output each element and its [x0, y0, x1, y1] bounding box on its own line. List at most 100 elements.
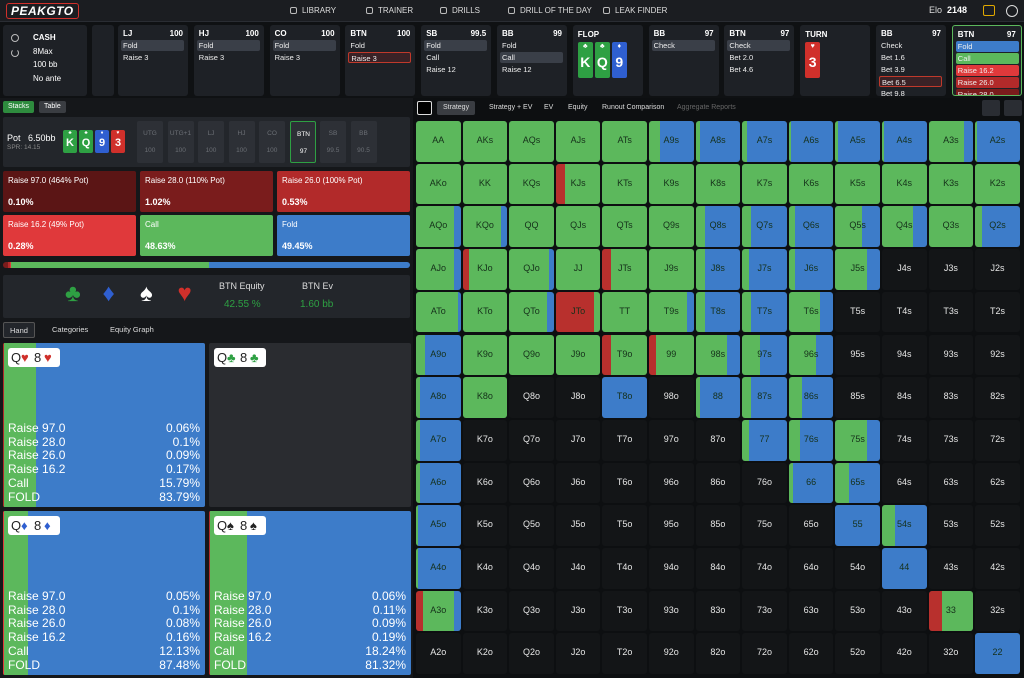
hand-cell[interactable]: J8s [695, 249, 741, 290]
action-column[interactable]: BB 97 Check Bet 1.6 Bet 3.9 Bet 6.5 Bet 9.8 [876, 25, 946, 96]
hand-cell[interactable]: 65o [788, 505, 834, 546]
hand-cell[interactable]: J5s [835, 249, 880, 290]
hand-cell[interactable]: 64s [882, 462, 927, 504]
hand-cell[interactable]: A7o [416, 419, 461, 461]
hand-cell[interactable]: A8s [695, 121, 741, 162]
hand-cell[interactable]: Q9s [649, 206, 694, 248]
action-option[interactable]: Fold [500, 40, 563, 51]
hand-cell[interactable]: 22 [975, 633, 1020, 675]
hand-cell[interactable]: 87s [742, 377, 787, 418]
action-option[interactable]: Fold [196, 40, 260, 51]
hand-cell[interactable]: KQo [462, 206, 508, 248]
hand-cell[interactable]: Q8o [509, 377, 554, 418]
action-option[interactable]: Fold [424, 40, 488, 51]
hand-cell[interactable]: K4o [462, 548, 508, 589]
action-column[interactable]: BB 99 Fold Call Raise 12 [497, 25, 567, 96]
hand-cell[interactable]: T8s [695, 291, 741, 333]
hand-cell[interactable]: AKs [462, 121, 508, 162]
hand-cell[interactable]: 92s [975, 334, 1020, 376]
action-option[interactable]: Raise 3 [348, 52, 412, 63]
nav-item[interactable]: LIBRARY [302, 6, 337, 15]
hand-cell[interactable]: 84s [882, 377, 927, 418]
hand-cell[interactable]: KK [462, 163, 508, 205]
hand-cell[interactable]: ATo [416, 291, 461, 333]
hand-cell[interactable]: 97o [649, 419, 694, 461]
hand-cell[interactable]: KTo [462, 291, 508, 333]
hand-cell[interactable]: QTo [509, 291, 554, 333]
hand-cell[interactable]: A9s [649, 121, 694, 162]
action-column[interactable]: SB 99.5 Fold Call Raise 12 [421, 25, 492, 96]
hand-cell[interactable]: 62o [788, 633, 834, 675]
action-option[interactable]: Bet 1.6 [879, 52, 942, 63]
hand-cell[interactable]: T9o [602, 334, 647, 376]
hand-cell[interactable]: 86s [788, 377, 834, 418]
hand-cell[interactable]: A8o [416, 377, 461, 418]
nav-item[interactable]: LEAK FINDER [615, 6, 668, 15]
hand-cell[interactable]: JTs [602, 249, 647, 290]
hand-cell[interactable]: K9s [649, 163, 694, 205]
hand-cell[interactable]: 74s [882, 419, 927, 461]
action-column[interactable]: CO 100 Fold Raise 3 [269, 25, 340, 96]
seat[interactable]: BB 90.5 [350, 121, 377, 163]
share-button[interactable] [982, 100, 1000, 116]
hand-cell[interactable]: J9s [649, 249, 694, 290]
hand-cell[interactable]: 63o [788, 590, 834, 632]
hand-cell[interactable]: T5o [602, 505, 647, 546]
hand-cell[interactable]: 44 [882, 548, 927, 589]
action-option[interactable]: Raise 28.0 [955, 89, 1019, 95]
action-column[interactable]: TURN ♥ 3 [800, 25, 871, 96]
hand-cell[interactable]: Q3s [928, 206, 974, 248]
action-option[interactable]: Check [879, 40, 942, 51]
hand-cell[interactable]: J6s [788, 249, 834, 290]
hand-tab[interactable]: Categories [52, 325, 89, 334]
action-option[interactable]: Fold [121, 40, 184, 51]
hand-cell[interactable]: A6o [416, 462, 461, 504]
chat-icon[interactable] [983, 5, 995, 16]
action-option[interactable]: Raise 3 [197, 52, 260, 63]
hand-cell[interactable]: 93o [649, 590, 694, 632]
hand-cell[interactable]: J6o [555, 462, 601, 504]
hand-cell[interactable]: A4o [416, 548, 461, 589]
hand-cell[interactable]: Q6s [788, 206, 834, 248]
hand-cell[interactable]: 82s [975, 377, 1020, 418]
hand-cell[interactable]: Q5s [835, 206, 880, 248]
hand-cell[interactable]: Q3o [509, 590, 554, 632]
hand-cell[interactable]: AJs [555, 121, 601, 162]
hand-cell[interactable]: 73s [928, 419, 974, 461]
hand-cell[interactable]: 82o [695, 633, 741, 675]
hand-cell[interactable]: J4o [555, 548, 601, 589]
hand-cell[interactable]: T6s [788, 291, 834, 333]
hand-cell[interactable]: 64o [788, 548, 834, 589]
hand-cell[interactable]: 75o [742, 505, 787, 546]
profile-icon[interactable] [1006, 5, 1018, 17]
hand-cell[interactable]: 95o [649, 505, 694, 546]
select-toggle[interactable] [417, 101, 432, 115]
seat[interactable]: SB 99.5 [320, 121, 346, 163]
hand-cell[interactable]: 53s [928, 505, 974, 546]
suit-filter[interactable]: ♦ [102, 280, 115, 307]
grid-tab[interactable]: Strategy [437, 101, 476, 115]
hand-cell[interactable]: A7s [742, 121, 787, 162]
hand-cell[interactable]: 98o [649, 377, 694, 418]
hand-cell[interactable]: AJo [416, 249, 461, 290]
hand-cell[interactable]: 54s [882, 505, 927, 546]
action-option[interactable]: Bet 4.6 [727, 64, 790, 75]
hand-cell[interactable]: QQ [509, 206, 554, 248]
action-column[interactable]: FLOP ♣ K ♣ Q ♦ 9 [572, 25, 643, 96]
action-option[interactable]: Bet 3.9 [879, 64, 942, 75]
hand-cell[interactable]: A2o [416, 633, 461, 675]
hand-cell[interactable]: K6s [788, 163, 834, 205]
action-option[interactable]: Raise 12 [500, 64, 563, 75]
hand-cell[interactable]: A2s [975, 121, 1020, 162]
hand-cell[interactable]: Q2s [975, 206, 1020, 248]
hand-cell[interactable]: 55 [835, 505, 880, 546]
hand-cell[interactable]: 76s [788, 419, 834, 461]
hand-cell[interactable]: K2s [975, 163, 1020, 205]
hand-cell[interactable]: 96s [788, 334, 834, 376]
nav-item[interactable]: DRILL OF THE DAY [520, 6, 592, 15]
hand-tab[interactable]: Equity Graph [110, 325, 154, 334]
hand-cell[interactable]: T3o [602, 590, 647, 632]
action-column[interactable]: BTN 97 Fold Call Raise 16.2 Raise 26.0 Raise 2… [951, 25, 1022, 96]
grid-tab[interactable]: EV [544, 104, 554, 111]
hand-cell[interactable]: T4s [882, 291, 927, 333]
